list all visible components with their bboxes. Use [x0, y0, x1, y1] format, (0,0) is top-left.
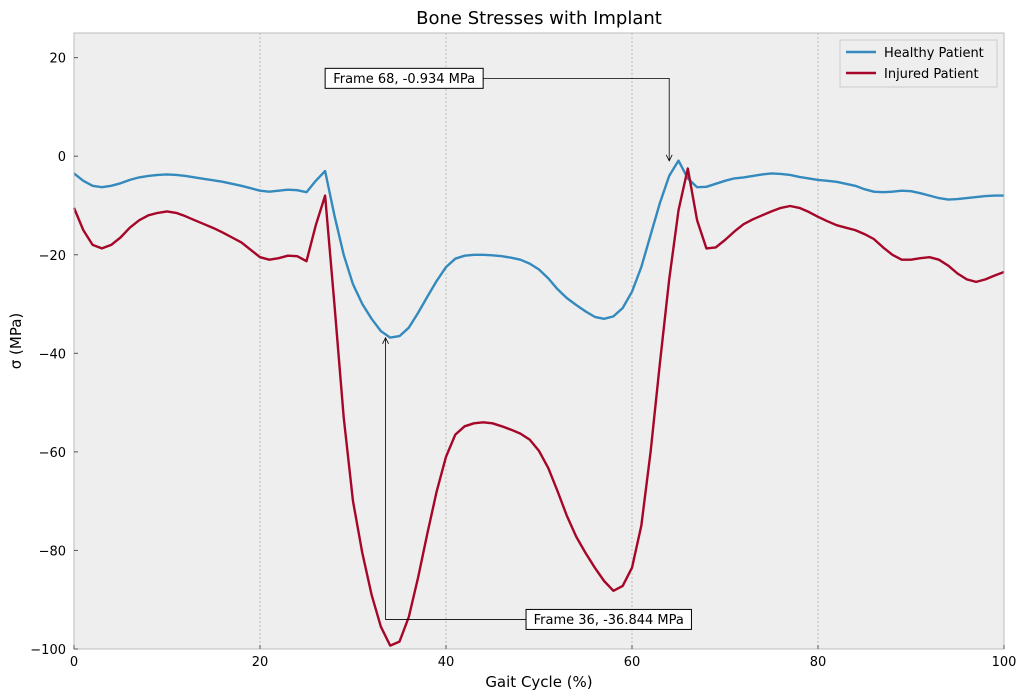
y-tick-label: −80: [39, 544, 66, 559]
x-tick-label: 40: [438, 655, 455, 670]
annotation-text: Frame 68, -0.934 MPa: [333, 72, 475, 87]
annotation-box: [324, 67, 484, 89]
y-tick-label: 20: [49, 52, 66, 67]
grid: [259, 33, 819, 649]
annotation-1: Frame 68, -0.934 MPa: [324, 67, 673, 162]
healthy-patient-line: [73, 159, 1004, 339]
annotation-arrowhead: [382, 336, 389, 344]
y-axis-ticks: 20 0 −20 −40 −60 −80 −100: [30, 52, 78, 658]
annotation-leader-line: [385, 337, 527, 620]
y-tick-label: −20: [39, 249, 66, 264]
y-axis-label: σ (MPa): [7, 313, 25, 369]
injured-patient-line: [72, 167, 1005, 647]
annotation-arrowhead: [665, 154, 673, 162]
chart-title: Bone Stresses with Implant: [416, 8, 662, 29]
annotation-layer: Frame 68, -0.934 MPa Frame 36, -36.844 MP…: [324, 67, 692, 630]
legend-label-healthy: Healthy Patient: [884, 46, 984, 61]
x-tick-label: 20: [252, 655, 269, 670]
series-layer: [72, 159, 1005, 647]
legend: Healthy Patient Injured Patient: [839, 39, 998, 88]
annotation-box: [525, 608, 692, 630]
x-tick-label: 80: [810, 655, 827, 670]
y-tick-label: 0: [58, 150, 66, 165]
x-axis-ticks: 0 20 40 60 80 100: [70, 645, 1017, 670]
x-tick-label: 60: [624, 655, 641, 670]
x-tick-label: 0: [70, 655, 78, 670]
plot-frame: [73, 32, 1005, 650]
y-tick-label: −40: [39, 347, 66, 362]
annotation-text: Frame 36, -36.844 MPa: [534, 613, 684, 628]
legend-label-injured: Injured Patient: [884, 67, 979, 82]
x-tick-label: 100: [992, 655, 1017, 670]
legend-box: [839, 39, 998, 88]
plot-area: [74, 33, 1004, 649]
y-tick-label: −100: [30, 643, 66, 658]
annotation-2: Frame 36, -36.844 MPa: [382, 336, 692, 630]
y-tick-label: −60: [39, 446, 66, 461]
annotation-leader-line: [483, 77, 670, 161]
x-axis-label: Gait Cycle (%): [485, 673, 592, 691]
